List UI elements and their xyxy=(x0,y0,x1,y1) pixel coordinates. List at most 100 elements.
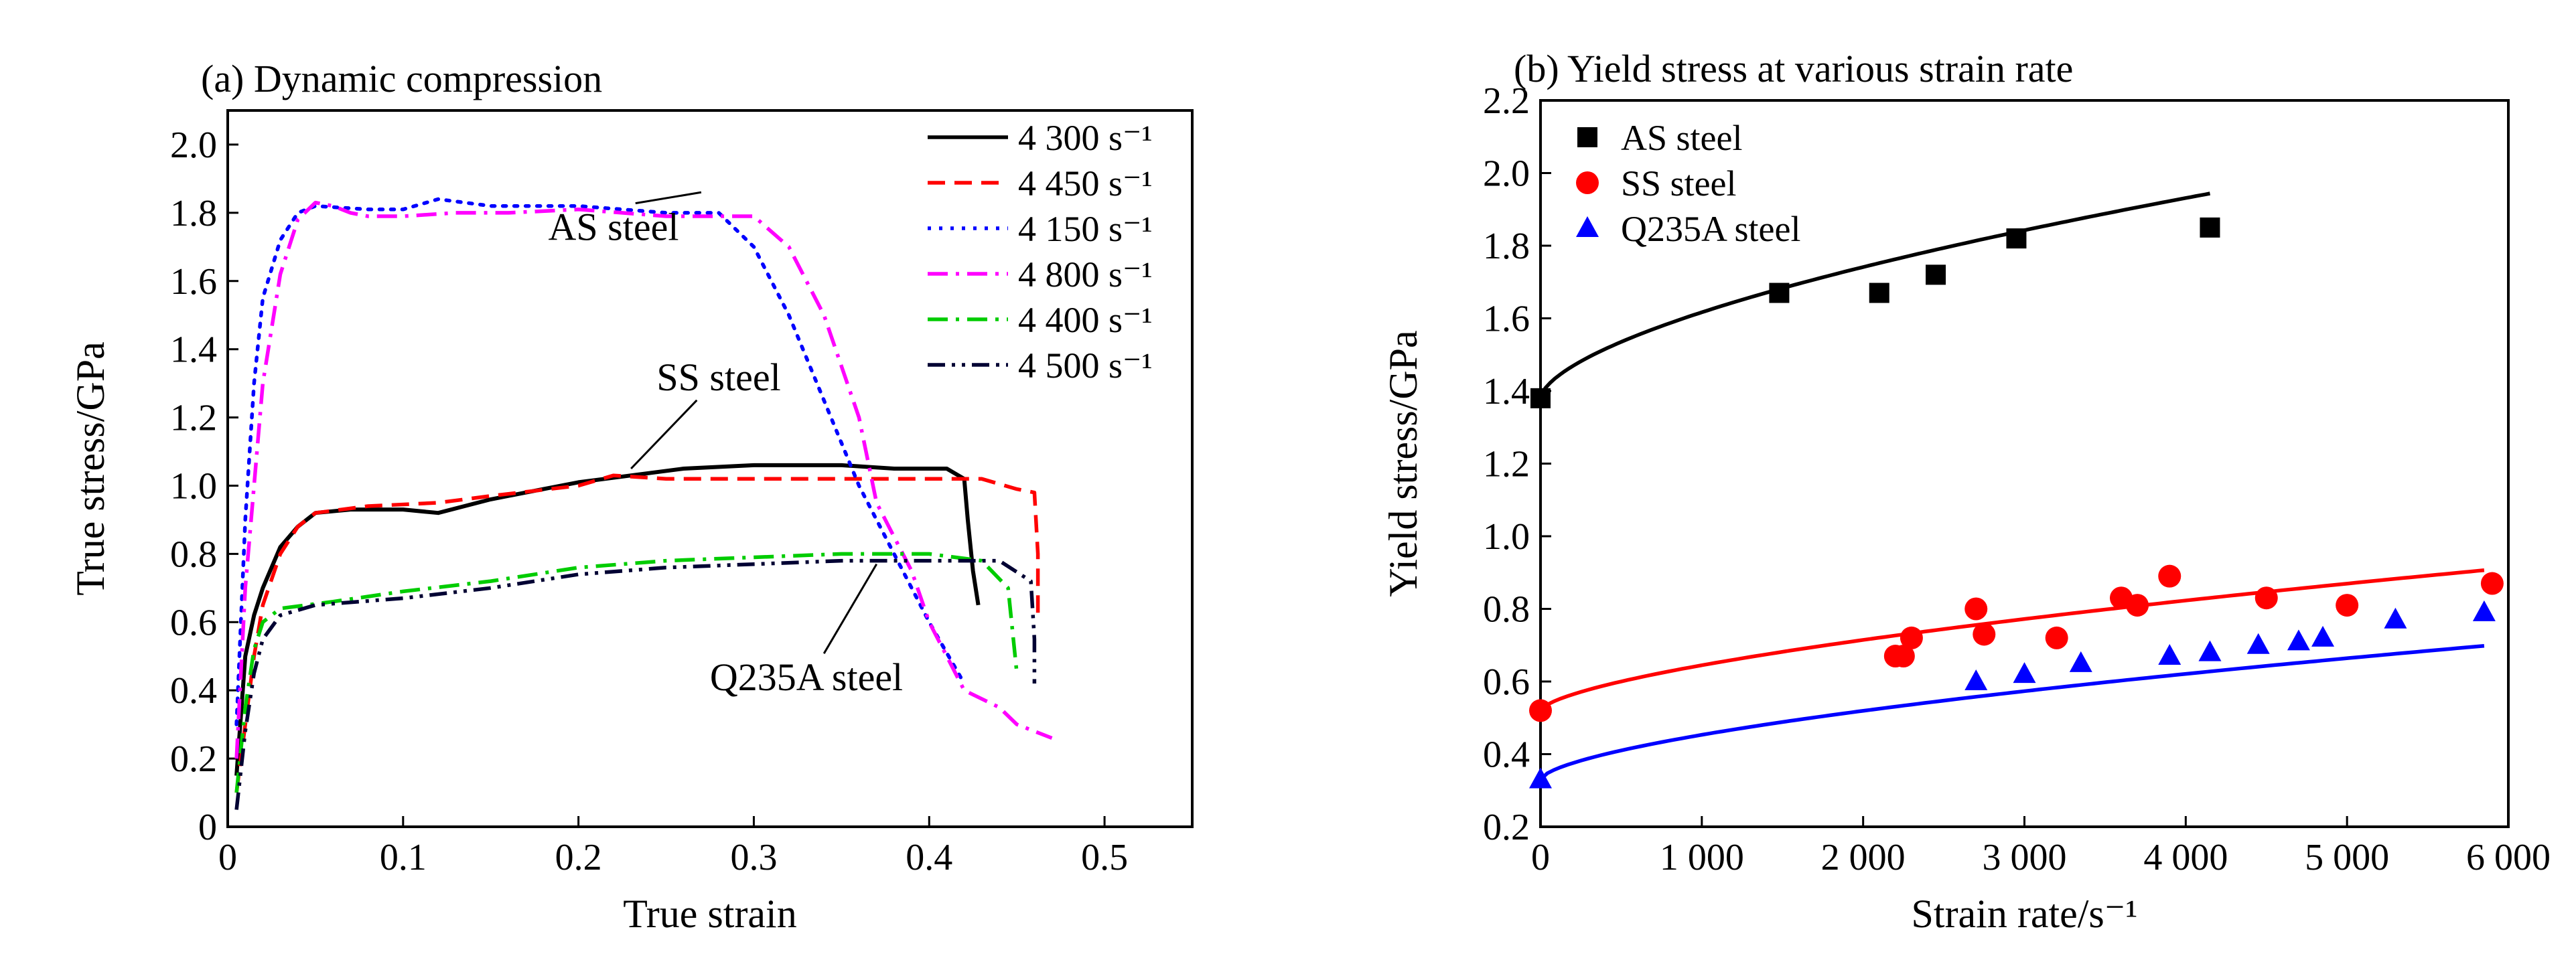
legend-label-0: AS steel xyxy=(1621,118,1743,158)
data-point xyxy=(2200,217,2220,238)
data-point xyxy=(1900,626,1923,649)
y-tick-label: 0.8 xyxy=(1483,589,1530,631)
legend-label-0: 4 300 s⁻¹ xyxy=(1018,118,1153,158)
legend-label-5: 4 500 s⁻¹ xyxy=(1018,345,1153,386)
y-tick-label: 2.0 xyxy=(1483,153,1530,195)
data-point xyxy=(1530,388,1551,408)
y-tick-label: 0.6 xyxy=(1483,661,1530,703)
legend-label-1: SS steel xyxy=(1621,163,1737,204)
legend-marker-2 xyxy=(1576,216,1599,237)
legend-marker-0 xyxy=(1577,127,1597,147)
x-tick-label: 0.5 xyxy=(1081,837,1128,878)
y-tick-label: 1.2 xyxy=(170,398,217,439)
data-point xyxy=(2384,607,2407,629)
x-tick-label: 0.4 xyxy=(906,837,952,878)
y-tick-label: 2.2 xyxy=(1483,80,1530,122)
data-point xyxy=(2158,644,2181,665)
y-tick-label: 0.8 xyxy=(170,534,217,575)
x-tick-label: 1 000 xyxy=(1660,837,1744,878)
y-tick-label: 0.2 xyxy=(1483,807,1530,848)
series-line-5 xyxy=(234,558,1037,810)
annotation-label-2: Q235A steel xyxy=(710,655,903,699)
legend-label-3: 4 800 s⁻¹ xyxy=(1018,254,1153,295)
data-point xyxy=(2069,651,2092,672)
chart-title: (a) Dynamic compression xyxy=(201,57,602,100)
chart-a: 0 0.1 0.2 0.3 0.4 0.5 0 0.2 0.4 0.6 0.8 1.0 1.2 1.4 1.… xyxy=(68,57,1194,936)
data-point xyxy=(1973,623,1996,646)
x-tick-label: 4 000 xyxy=(2143,837,2228,878)
fit-curve-0 xyxy=(1539,191,2211,400)
series-line-3 xyxy=(234,200,1053,759)
data-point xyxy=(2006,228,2027,249)
data-point xyxy=(1891,645,1915,668)
y-axis-label: Yield stress/GPa xyxy=(1381,330,1425,596)
legend-label-2: 4 150 s⁻¹ xyxy=(1018,209,1153,249)
x-tick-label: 5 000 xyxy=(2305,837,2389,878)
data-point xyxy=(2336,594,2359,617)
y-tick-label: 1.6 xyxy=(170,261,217,303)
data-point xyxy=(1964,597,1988,621)
annotation-leader-1 xyxy=(630,399,698,470)
x-tick-label: 6 000 xyxy=(2466,837,2551,878)
data-point xyxy=(1926,264,1946,285)
data-point xyxy=(2198,640,2222,661)
x-tick-label: 0 xyxy=(218,837,237,878)
y-tick-label: 0 xyxy=(198,807,217,848)
data-point xyxy=(2472,600,2496,621)
y-tick-label: 1.0 xyxy=(170,465,217,507)
y-tick-label: 1.4 xyxy=(1483,371,1530,412)
y-tick-label: 1.8 xyxy=(170,193,217,234)
chart-title: (b) Yield stress at various strain rate xyxy=(1514,47,2073,90)
y-tick-label: 0.4 xyxy=(170,670,217,712)
annotation-leader-2 xyxy=(822,563,878,654)
series-line-0 xyxy=(234,463,981,776)
data-point xyxy=(2045,626,2068,649)
legend-marker-1 xyxy=(1576,171,1599,194)
data-point xyxy=(2158,564,2181,588)
legend-label-1: 4 450 s⁻¹ xyxy=(1018,163,1153,204)
y-tick-label: 2.0 xyxy=(170,125,217,166)
x-axis-label: Strain rate/s⁻¹ xyxy=(1912,892,2138,936)
data-point xyxy=(1769,283,1790,303)
annotation-leader-0 xyxy=(635,191,702,205)
y-tick-label: 1.4 xyxy=(170,329,217,371)
chart-b: 0 1 000 2 000 3 000 4 000 5 000 6 000 0.2 0.4 0.6… xyxy=(1381,47,2551,936)
data-point xyxy=(2013,662,2036,684)
annotation-label-0: AS steel xyxy=(549,206,679,249)
data-point xyxy=(2311,625,2335,647)
data-point xyxy=(1529,699,1552,722)
x-tick-label: 3 000 xyxy=(1983,837,2067,878)
x-tick-label: 0.2 xyxy=(555,837,602,878)
x-tick-label: 0 xyxy=(1531,837,1550,878)
data-point xyxy=(2287,629,2310,651)
legend-label-2: Q235A steel xyxy=(1621,209,1800,249)
data-point xyxy=(2480,572,2504,595)
fit-curve-1 xyxy=(1539,568,2485,712)
data-point xyxy=(2246,633,2270,654)
fit-curve-2 xyxy=(1539,643,2485,781)
y-tick-label: 1.2 xyxy=(1483,444,1530,485)
data-point xyxy=(2255,586,2278,610)
y-axis-label: True stress/GPa xyxy=(68,341,113,595)
y-tick-label: 0.4 xyxy=(1483,734,1530,776)
y-tick-label: 1.8 xyxy=(1483,226,1530,267)
legend-label-4: 4 400 s⁻¹ xyxy=(1018,300,1153,340)
data-point xyxy=(1529,767,1552,789)
series-line-2 xyxy=(234,197,967,726)
x-tick-label: 2 000 xyxy=(1821,837,1906,878)
annotation-label-1: SS steel xyxy=(656,355,780,399)
data-point xyxy=(2126,594,2149,617)
y-tick-label: 0.6 xyxy=(170,602,217,643)
data-point xyxy=(1869,283,1889,303)
data-point xyxy=(1964,669,1988,690)
x-tick-label: 0.1 xyxy=(380,837,427,878)
x-axis-label: True strain xyxy=(623,892,796,936)
series-line-1 xyxy=(234,473,1040,793)
plot-frame xyxy=(226,109,1194,828)
y-tick-label: 1.0 xyxy=(1483,516,1530,558)
series-line-4 xyxy=(234,552,1019,793)
y-tick-label: 1.6 xyxy=(1483,299,1530,340)
y-tick-label: 0.2 xyxy=(170,738,217,780)
